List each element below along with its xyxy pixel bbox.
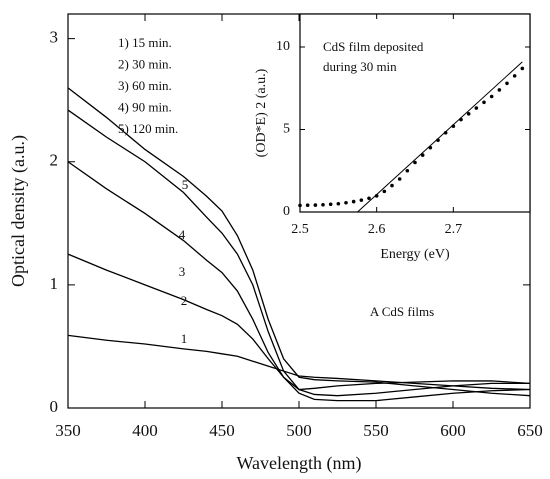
x-axis-label: Wavelength (nm) xyxy=(236,453,361,474)
data-point xyxy=(497,88,502,92)
data-point xyxy=(413,160,417,165)
data-point xyxy=(367,196,371,201)
x-axis-label: Energy (eV) xyxy=(380,247,450,262)
plot-frame xyxy=(299,13,531,213)
x-tick-label: 2.6 xyxy=(368,222,386,237)
curve-label: 4 xyxy=(179,227,186,242)
x-tick-label: 350 xyxy=(55,421,81,440)
inset-title: CdS film deposited xyxy=(323,39,424,54)
legend-label: 5) 120 min. xyxy=(118,121,178,136)
data-point xyxy=(512,74,517,78)
legend-label: 1) 15 min. xyxy=(118,35,172,50)
fit-line xyxy=(357,61,523,213)
legend-label: 3) 60 min. xyxy=(118,78,172,93)
data-point xyxy=(344,200,348,205)
x-tick-label: 2.7 xyxy=(445,222,463,237)
x-tick-label: 550 xyxy=(363,421,389,440)
series-line xyxy=(67,109,531,391)
data-point xyxy=(336,201,341,206)
curve-label: 1 xyxy=(181,331,188,346)
legend-label: 4) 90 min. xyxy=(118,99,172,114)
x-tick-label: 500 xyxy=(286,421,312,440)
x-tick-label: 400 xyxy=(132,421,158,440)
data-point xyxy=(321,202,325,207)
series-line xyxy=(67,87,531,397)
curve-label: 5 xyxy=(182,177,189,192)
data-point xyxy=(298,203,302,208)
series-line xyxy=(67,161,531,402)
data-point xyxy=(305,203,310,208)
y-tick-label: 3 xyxy=(50,28,59,47)
y-tick-label: 5 xyxy=(283,122,290,137)
data-point xyxy=(328,202,333,207)
data-point xyxy=(390,183,394,188)
y-axis-label: Optical density (a.u.) xyxy=(8,135,29,287)
y-tick-label: 2 xyxy=(50,151,59,170)
y-tick-label: 10 xyxy=(276,39,290,54)
data-point xyxy=(489,94,494,99)
curve-label: 2 xyxy=(181,293,188,308)
data-point xyxy=(405,168,410,173)
x-tick-label: 450 xyxy=(209,421,235,440)
data-point xyxy=(359,198,364,202)
data-point xyxy=(482,100,486,105)
curve-label: 3 xyxy=(179,264,186,279)
y-tick-label: 1 xyxy=(50,274,59,293)
data-point xyxy=(382,189,387,194)
annotation: A CdS films xyxy=(370,304,434,319)
data-point xyxy=(505,81,509,86)
series-line xyxy=(67,253,530,397)
data-point xyxy=(466,112,471,116)
y-tick-label: 0 xyxy=(50,397,59,416)
x-tick-label: 600 xyxy=(440,421,466,440)
data-point xyxy=(474,106,479,110)
x-tick-label: 2.5 xyxy=(291,222,309,237)
inset-title: during 30 min xyxy=(323,59,397,74)
y-axis-label: (OD*E) 2 (a.u.) xyxy=(254,68,269,157)
x-tick-label: 650 xyxy=(517,421,543,440)
data-point xyxy=(520,66,525,71)
y-tick-label: 0 xyxy=(283,204,290,219)
data-point xyxy=(313,203,318,207)
data-point xyxy=(420,153,425,157)
data-point xyxy=(351,199,356,204)
inset-background xyxy=(300,14,530,212)
data-point xyxy=(397,177,402,181)
legend-label: 2) 30 min. xyxy=(118,56,172,71)
